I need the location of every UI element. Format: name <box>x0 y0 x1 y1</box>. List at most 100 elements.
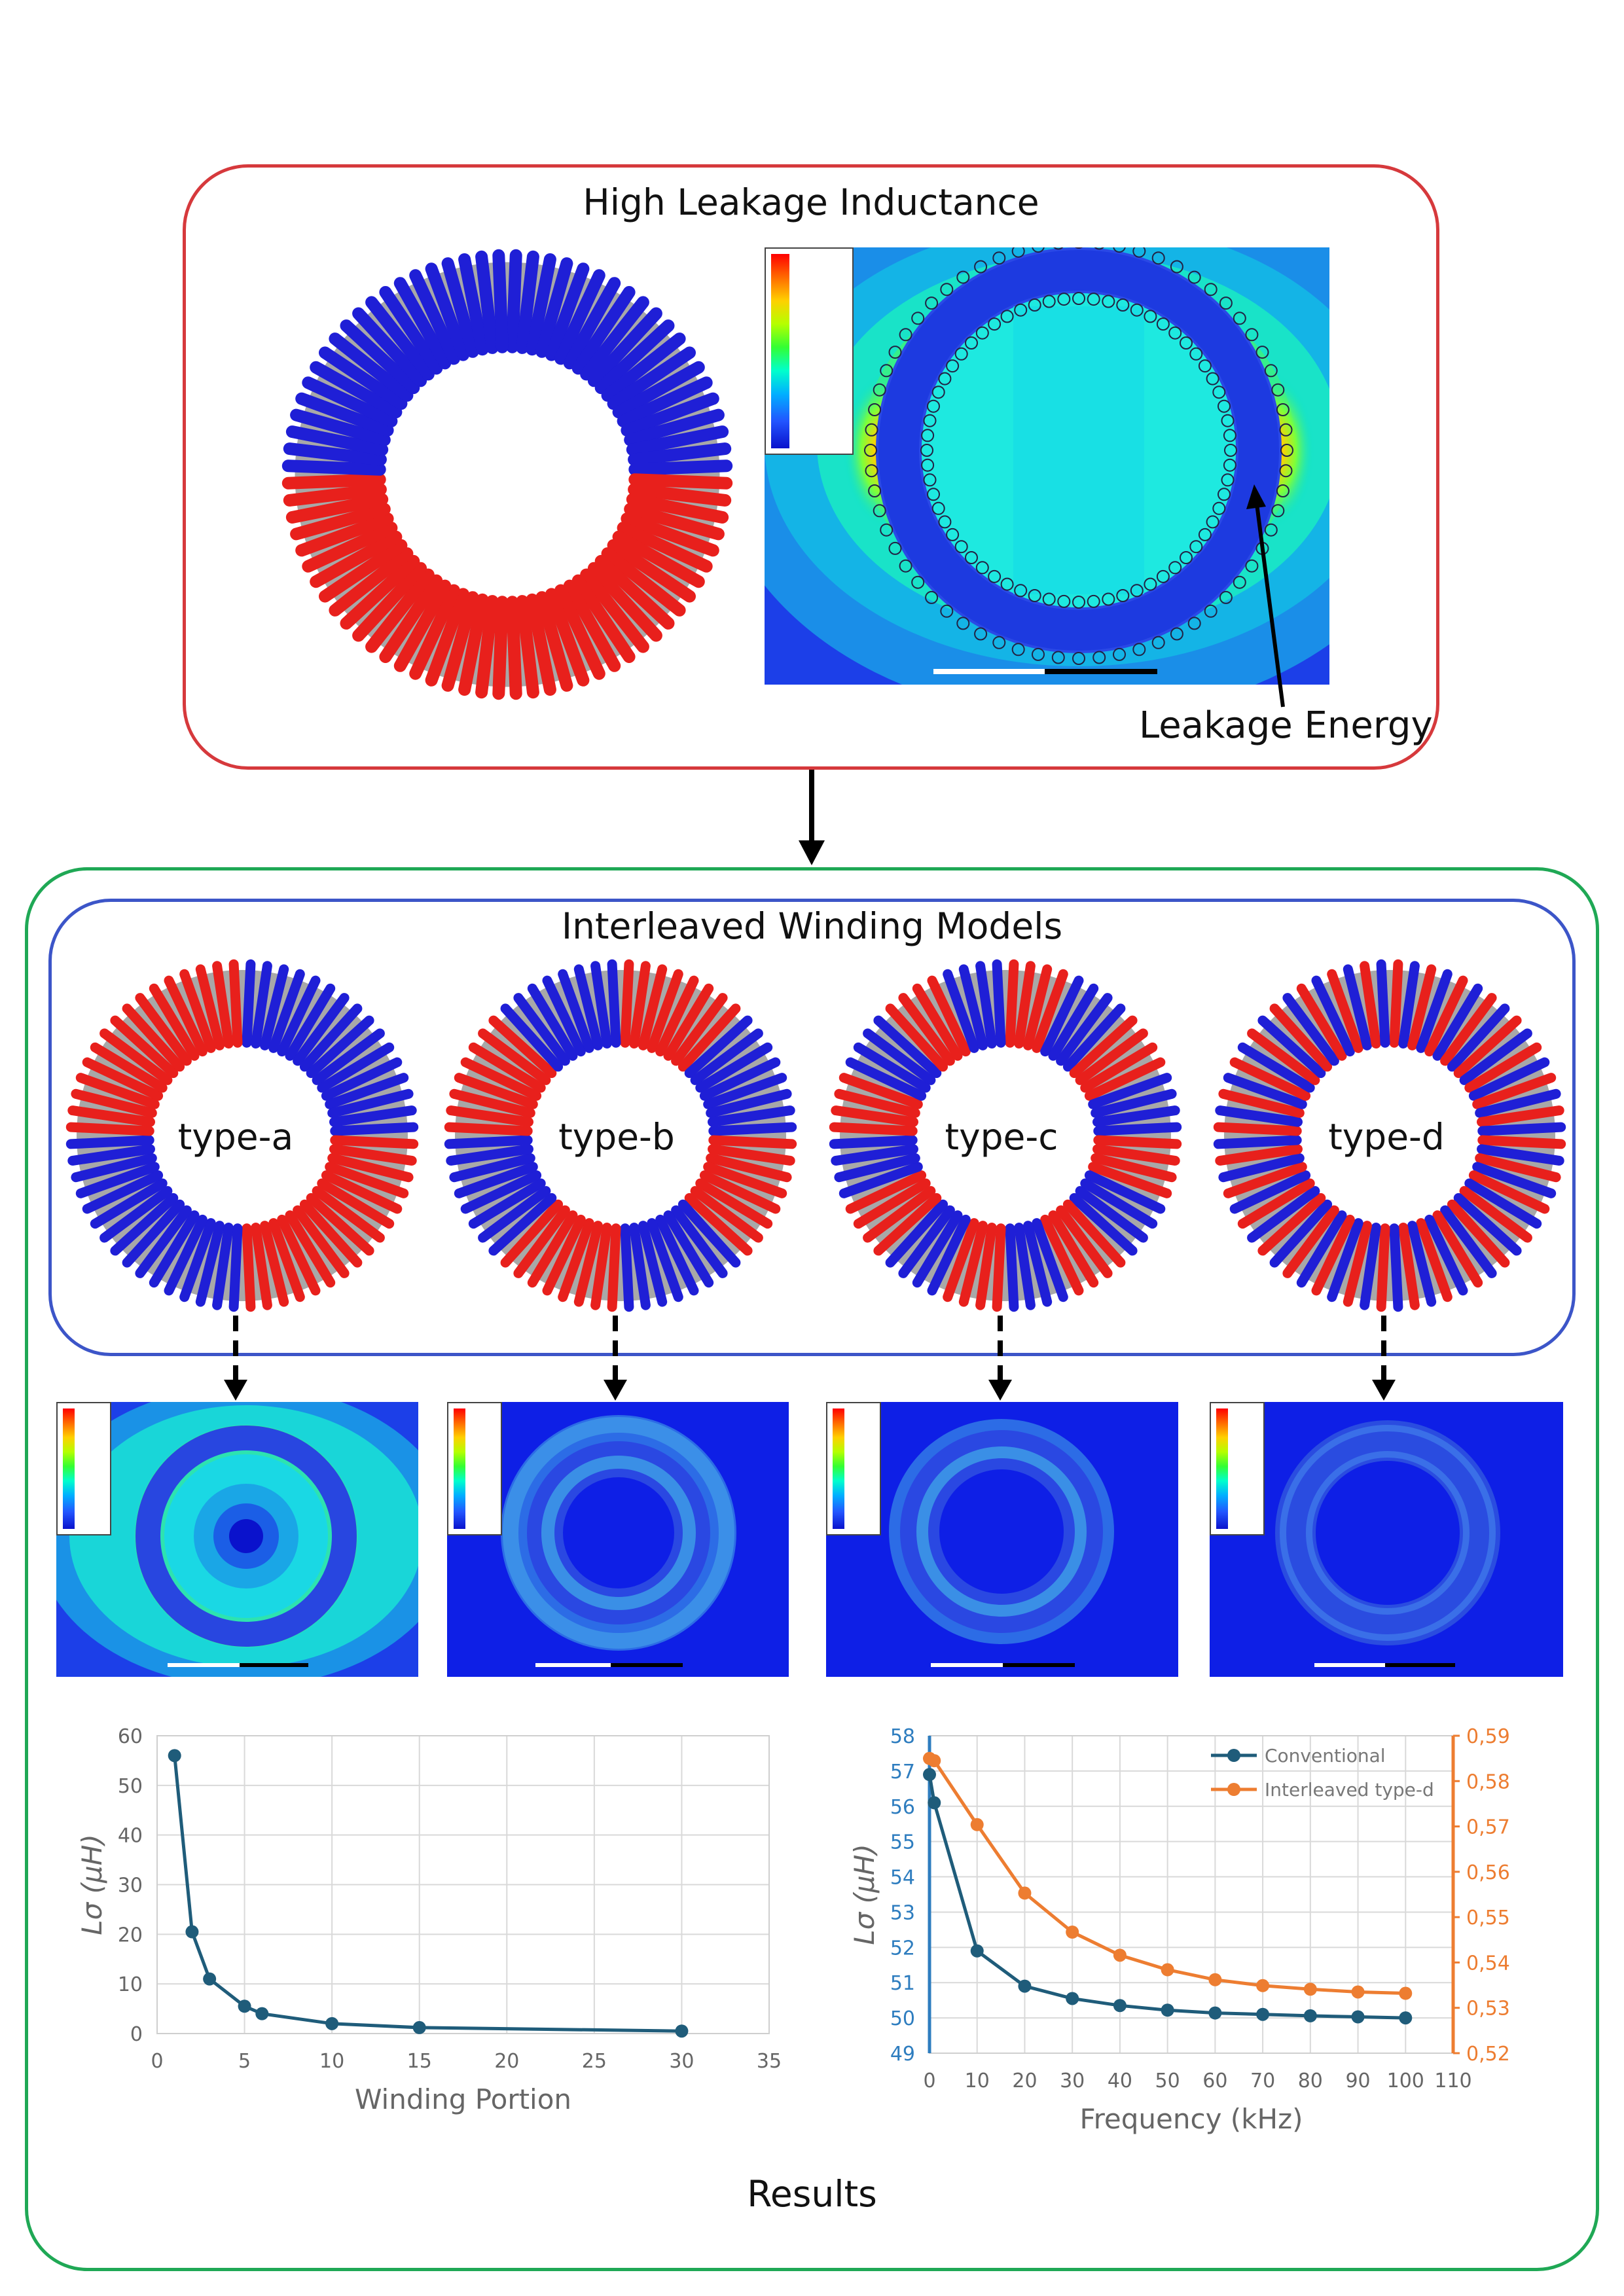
type-c-label: type-c <box>945 1116 1058 1158</box>
winding-conductor <box>1040 1214 1084 1296</box>
conductor-dot <box>925 590 939 604</box>
winding-conductor <box>571 574 636 663</box>
winding-conductor <box>706 1153 792 1183</box>
conductor-dot <box>1113 247 1126 253</box>
conductor-dot <box>938 372 952 386</box>
winding-conductor <box>513 1205 570 1278</box>
conductor-dot <box>1170 260 1183 274</box>
winding-conductor <box>1229 1170 1311 1214</box>
ring-type-d <box>1213 959 1566 1312</box>
leakage-field-simulation <box>765 247 1329 685</box>
winding-conductor <box>1360 1223 1381 1310</box>
winding-conductor <box>558 969 594 1053</box>
conductor-dot <box>1206 372 1219 386</box>
winding-conductor <box>621 512 719 557</box>
winding-conductor <box>1088 1073 1172 1109</box>
winding-conductor <box>460 1170 542 1214</box>
conductor-dot <box>975 326 989 340</box>
winding-conductor <box>242 959 256 1048</box>
y2-tick-label: 0,59 <box>1466 1725 1510 1748</box>
x-tick-label: 0 <box>151 2050 163 2073</box>
winding-conductor <box>912 1210 963 1288</box>
conductor-dot <box>946 359 960 373</box>
winding-conductor <box>628 459 733 476</box>
winding-conductor <box>1091 1088 1177 1118</box>
winding-conductor <box>703 1073 787 1109</box>
winding-conductor <box>1237 1042 1315 1093</box>
conductor-dot <box>1144 577 1157 591</box>
conductor-dot <box>1087 293 1100 306</box>
winding-conductor <box>1432 983 1483 1061</box>
winding-conductor <box>1440 1205 1497 1278</box>
winding-conductor <box>1432 1210 1483 1288</box>
conductor-dot <box>1223 429 1236 442</box>
y-tick-label: 56 <box>890 1796 915 1819</box>
winding-conductor <box>82 1057 164 1101</box>
conductor-dot <box>931 386 945 399</box>
conductor-dot <box>1028 298 1041 312</box>
conductor-dot <box>1132 247 1146 258</box>
winding-conductor <box>992 959 1006 1048</box>
winding-conductor <box>110 1193 179 1256</box>
winding-conductor <box>179 969 216 1053</box>
winding-conductor <box>1080 1178 1158 1229</box>
winding-conductor <box>251 1223 272 1310</box>
winding-conductor <box>1014 1223 1036 1310</box>
winding-conductor <box>1468 1057 1550 1101</box>
conductor-dot <box>1151 636 1165 649</box>
winding-conductor <box>82 1170 164 1214</box>
conductor-dot <box>1264 523 1278 537</box>
conductor-dot <box>911 575 925 589</box>
data-point <box>1399 2011 1413 2025</box>
winding-conductor <box>527 1210 578 1288</box>
data-point <box>238 2000 251 2013</box>
x-tick-label: 10 <box>319 2050 344 2073</box>
winding-conductor <box>149 1210 200 1288</box>
winding-conductor <box>580 296 649 381</box>
winding-conductor <box>1282 993 1339 1066</box>
winding-conductor <box>1360 961 1381 1049</box>
winding-conductor <box>1032 1218 1068 1302</box>
winding-conductor <box>290 408 391 446</box>
winding-conductor <box>898 1205 955 1278</box>
conductor-dot <box>927 399 940 413</box>
winding-conductor <box>853 1042 931 1093</box>
winding-conductor <box>601 547 686 617</box>
winding-conductor <box>1023 1221 1053 1307</box>
winding-conductor <box>446 1144 533 1166</box>
methods-panel <box>25 867 1599 2271</box>
winding-conductor <box>554 584 605 680</box>
conductor-dot <box>1156 569 1170 583</box>
winding-conductor <box>277 1214 321 1296</box>
conductor-dot <box>1233 312 1246 325</box>
winding-conductor <box>601 332 686 402</box>
winding-conductor <box>580 568 649 653</box>
data-point <box>970 1944 984 1958</box>
winding-conductor <box>563 579 621 672</box>
winding-conductor <box>706 1088 792 1118</box>
conductor-dot <box>1168 326 1182 340</box>
winding-conductor <box>260 964 289 1050</box>
conductor-dot <box>1102 295 1115 308</box>
winding-conductor <box>283 442 387 466</box>
y-tick-label: 50 <box>890 2007 915 2030</box>
data-point <box>1303 1982 1317 1996</box>
conductor-dot <box>921 429 935 442</box>
conductor-dot <box>1271 504 1285 518</box>
y2-tick-label: 0,56 <box>1466 1861 1510 1884</box>
winding-conductor <box>1223 1162 1307 1198</box>
winding-conductor <box>655 975 699 1057</box>
winding-conductor <box>506 596 522 700</box>
winding-conductor <box>1088 1162 1172 1198</box>
winding-conductor <box>708 1122 797 1136</box>
conductor-dot <box>988 569 1001 583</box>
ring-type-a <box>65 959 419 1312</box>
winding-conductor <box>671 1205 728 1278</box>
winding-conductor <box>285 983 336 1061</box>
winding-conductor <box>164 1214 208 1296</box>
winding-conductor <box>587 307 662 387</box>
winding-conductor <box>1005 1223 1019 1312</box>
winding-conductor <box>628 483 732 507</box>
x-tick-label: 5 <box>238 2050 251 2073</box>
y-tick-label: 40 <box>118 1825 143 1848</box>
